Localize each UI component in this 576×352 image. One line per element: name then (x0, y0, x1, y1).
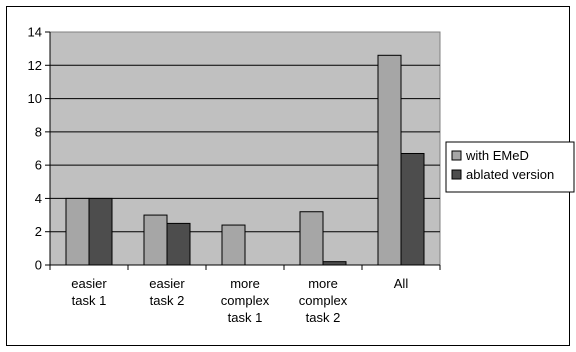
y-tick-label: 4 (35, 191, 42, 206)
x-category-label: easier (149, 276, 185, 291)
bar (143, 214, 168, 266)
y-tick-label: 12 (28, 58, 42, 73)
bar (400, 152, 425, 266)
bar (377, 54, 402, 266)
y-tick-label: 14 (28, 25, 42, 40)
y-tick-label: 8 (35, 124, 42, 139)
bar (221, 224, 246, 266)
x-category-label: complex (299, 293, 348, 308)
y-tick-label: 2 (35, 224, 42, 239)
x-category-label: All (394, 276, 409, 291)
legend-swatch (451, 150, 462, 161)
bar (88, 197, 113, 266)
x-category-label: task 2 (150, 293, 185, 308)
bar (299, 211, 324, 266)
x-category-label: task 1 (228, 310, 263, 325)
legend (445, 141, 575, 193)
bar (166, 222, 191, 266)
y-tick-label: 0 (35, 258, 42, 273)
y-tick-label: 6 (35, 158, 42, 173)
legend-label: with EMeD (465, 148, 529, 163)
x-category-label: more (230, 276, 260, 291)
bar (322, 261, 347, 266)
x-category-label: easier (71, 276, 107, 291)
legend-swatch (451, 169, 462, 180)
bar (65, 197, 90, 266)
x-category-label: task 2 (306, 310, 341, 325)
legend-label: ablated version (466, 167, 554, 182)
x-category-label: task 1 (72, 293, 107, 308)
x-category-label: complex (221, 293, 270, 308)
y-tick-label: 10 (28, 91, 42, 106)
x-category-label: more (308, 276, 338, 291)
